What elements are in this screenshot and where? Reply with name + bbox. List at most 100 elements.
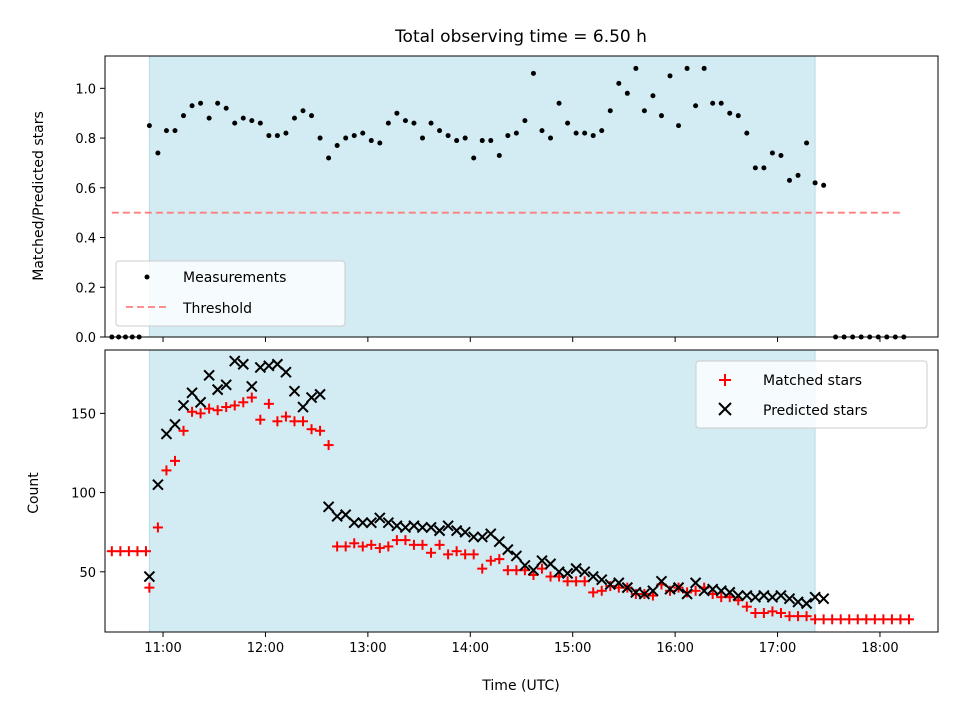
matched-star-point [340, 541, 351, 552]
matched-stars-points [106, 392, 914, 625]
predicted-star-point [758, 589, 770, 602]
measurement-point [146, 123, 152, 129]
measurement-point [727, 110, 733, 116]
top-y-tick-label: 0.6 [75, 182, 96, 197]
predicted-star-point [647, 585, 659, 597]
matched-star-point [878, 614, 889, 625]
predicted-star-point [365, 516, 377, 529]
bottom-legend-box [695, 360, 928, 429]
measurement-point [616, 80, 622, 86]
matched-star-point [417, 539, 428, 550]
matched-star-point [169, 455, 180, 466]
predicted-star-point [519, 559, 531, 572]
predicted-star-point [450, 524, 463, 537]
matched-star-point [391, 535, 402, 546]
measurement-point [163, 128, 169, 134]
predicted-star-point [766, 591, 779, 603]
measurement-point [215, 100, 221, 106]
measurement-point [471, 155, 477, 161]
x-tick-label: 17:00 [759, 641, 796, 656]
matched-star-point [106, 546, 117, 557]
x-axis-label: Time (UTC) [481, 678, 559, 694]
matched-star-point [374, 543, 385, 554]
measurement-point [317, 135, 323, 141]
predicted-star-point [254, 361, 267, 374]
measurement-point [573, 130, 579, 136]
predicted-star-point [425, 521, 437, 534]
matched-star-point [132, 546, 143, 557]
predicted-star-point [348, 516, 360, 529]
measurement-point [821, 182, 827, 188]
top-y-tick-label: 1.0 [75, 82, 96, 97]
predicted-star-point [638, 588, 651, 600]
bottom-x-ticks: 11:00 12:00 13:00 14:00 15:00 16:00 17:00 18:00 [144, 632, 899, 656]
predicted-star-point [160, 428, 173, 440]
matched-star-point [434, 539, 445, 550]
predicted-star-point [152, 478, 164, 491]
predicted-star-point [467, 531, 480, 543]
predicted-star-point [570, 562, 582, 575]
legend-label-predicted: Predicted stars [763, 403, 868, 419]
predicted-star-point [809, 591, 821, 603]
top-legend-box [115, 260, 346, 327]
matched-star-point [315, 425, 326, 436]
matched-star-point [810, 614, 821, 625]
measurement-point [385, 120, 391, 126]
bottom-y-axis-label: Count [26, 472, 42, 514]
measurement-point [769, 150, 775, 156]
measurement-point [223, 105, 229, 111]
matched-star-point [750, 607, 761, 618]
legend-label-measurements: Measurements [183, 270, 286, 286]
matched-star-point [178, 425, 189, 436]
x-tick-label: 11:00 [144, 641, 181, 656]
matched-star-point [451, 546, 462, 557]
measurement-point [658, 113, 664, 119]
bottom-y-tick-label: 100 [71, 487, 96, 502]
top-y-tick-label: 0.2 [75, 281, 96, 296]
predicted-star-point [510, 550, 523, 562]
x-tick-label: 15:00 [554, 641, 591, 656]
measurement-point [437, 128, 443, 134]
measurement-point [496, 152, 502, 158]
matched-star-point [140, 546, 151, 557]
matched-star-point [767, 606, 778, 617]
measurement-point [274, 133, 280, 139]
predicted-star-point [143, 570, 156, 583]
measurement-point [402, 118, 408, 124]
bottom-y-tick-label: 150 [71, 407, 96, 422]
measurement-point [607, 108, 613, 114]
matched-star-point [596, 585, 607, 596]
predicted-star-point [305, 391, 318, 404]
measurement-point [582, 130, 588, 136]
measurement-point [249, 118, 255, 124]
predicted-star-point [246, 380, 258, 393]
measurement-point [326, 155, 332, 161]
measurement-point [786, 177, 792, 183]
matched-star-point [212, 405, 223, 416]
matched-star-point [801, 611, 812, 622]
predicted-star-point [416, 521, 429, 534]
measurement-point [488, 138, 494, 144]
top-y-tick-label: 0.8 [75, 132, 96, 147]
measurement-point [377, 140, 383, 146]
measurement-point [240, 115, 246, 121]
predicted-star-point [800, 597, 813, 610]
predicted-star-point [749, 591, 762, 603]
top-frame [104, 55, 939, 338]
predicted-star-point [229, 355, 241, 367]
matched-star-point [468, 549, 479, 560]
predicted-star-point [442, 520, 454, 532]
matched-star-point [161, 465, 172, 476]
matched-star-point [123, 546, 134, 557]
matched-star-point [818, 614, 829, 625]
measurement-point [778, 152, 784, 158]
matched-star-point [528, 569, 539, 580]
predicted-stars-points [143, 355, 830, 610]
matched-star-point [741, 601, 752, 612]
predicted-star-point [817, 593, 830, 605]
top-y-tick-label: 0.4 [75, 232, 96, 247]
predicted-star-point [169, 418, 181, 431]
measurement-point [351, 133, 357, 139]
measurement-point [505, 133, 511, 139]
matched-star-point [869, 614, 880, 625]
